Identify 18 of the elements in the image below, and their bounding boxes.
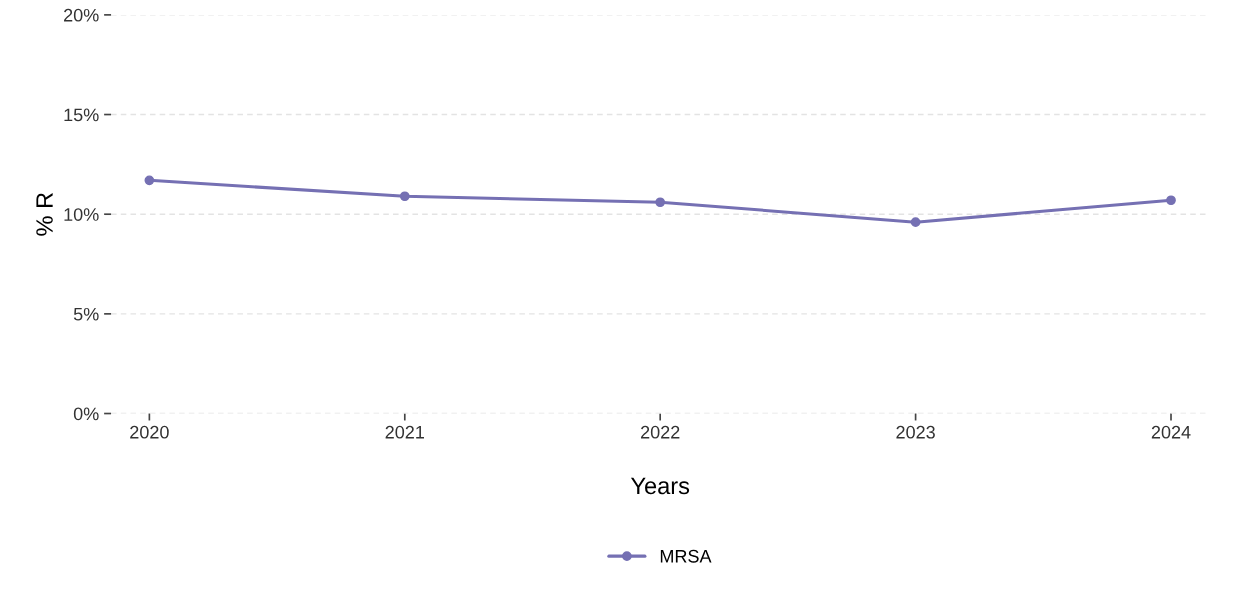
point xyxy=(144,175,155,186)
x-tick-label: 2020 xyxy=(130,425,169,439)
x-tick-label: 2021 xyxy=(385,425,424,439)
x-tick-label: 2023 xyxy=(896,425,935,439)
point xyxy=(655,197,666,208)
y-tick-label: 10% xyxy=(64,208,99,221)
y-axis-title: % R xyxy=(36,192,53,236)
x-tick-label: 2022 xyxy=(641,425,680,439)
x-tick-label: 2024 xyxy=(1151,425,1191,439)
legend-label: MRSA xyxy=(660,549,712,563)
y-tick-label: 5% xyxy=(73,307,99,321)
x-axis-title: Years xyxy=(630,477,690,495)
y-tick-label: 0% xyxy=(73,407,99,421)
y-tick-label: 15% xyxy=(64,108,99,122)
point xyxy=(1166,195,1176,206)
y-tick-label: 20% xyxy=(64,8,99,22)
point xyxy=(910,217,921,228)
point xyxy=(399,191,410,202)
